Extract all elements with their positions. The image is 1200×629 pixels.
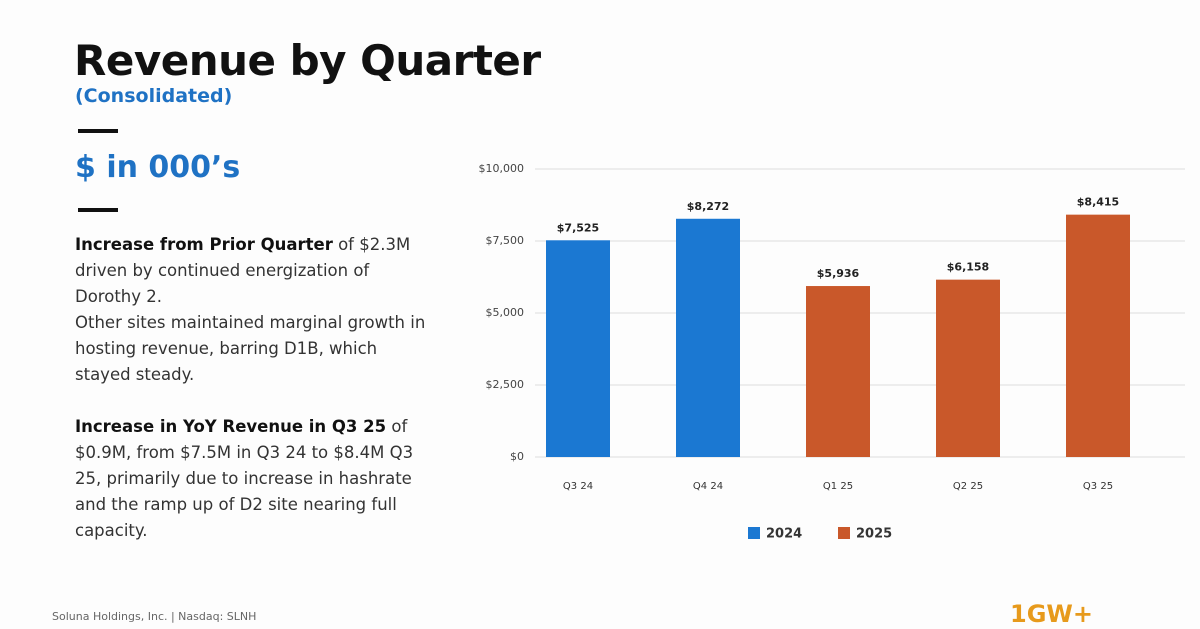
x-tick-label: Q4 24 bbox=[693, 481, 723, 492]
x-tick-label: Q3 25 bbox=[1083, 481, 1113, 492]
paragraph-text: of $2.3M driven by continued energizatio… bbox=[75, 235, 411, 306]
value-label: $6,158 bbox=[947, 261, 989, 274]
paragraph-text: Other sites maintained marginal growth i… bbox=[75, 313, 426, 384]
bar bbox=[676, 218, 740, 457]
body-text: Increase from Prior Quarter of $2.3M dri… bbox=[75, 232, 430, 570]
subtitle: (Consolidated) bbox=[75, 85, 233, 107]
paragraph-bold: Increase from Prior Quarter bbox=[75, 235, 333, 254]
legend-label: 2024 bbox=[766, 527, 802, 542]
y-tick-label: $2,500 bbox=[486, 378, 525, 391]
y-tick-label: $10,000 bbox=[479, 162, 525, 175]
paragraph: Other sites maintained marginal growth i… bbox=[75, 310, 430, 388]
paragraph: Increase from Prior Quarter of $2.3M dri… bbox=[75, 232, 430, 310]
paragraph-bold: Increase in YoY Revenue in Q3 25 bbox=[75, 417, 387, 436]
y-tick-label: $0 bbox=[510, 450, 524, 463]
logo: 1GW+ bbox=[1010, 600, 1093, 628]
x-tick-label: Q3 24 bbox=[563, 481, 593, 492]
legend-swatch bbox=[838, 527, 850, 539]
y-tick-label: $5,000 bbox=[486, 306, 525, 319]
unit-label: $ in 000’s bbox=[75, 150, 241, 185]
paragraph: Increase in YoY Revenue in Q3 25 of $0.9… bbox=[75, 414, 430, 544]
y-tick-label: $7,500 bbox=[486, 234, 525, 247]
value-label: $7,525 bbox=[557, 221, 599, 234]
value-label: $8,272 bbox=[687, 200, 729, 213]
bar bbox=[1066, 214, 1130, 457]
value-label: $5,936 bbox=[817, 267, 860, 280]
paragraph-text: of $0.9M, from $7.5M in Q3 24 to $8.4M Q… bbox=[75, 417, 414, 540]
bar bbox=[806, 286, 870, 457]
value-label: $8,415 bbox=[1077, 196, 1119, 209]
bar bbox=[546, 240, 610, 457]
bar bbox=[936, 279, 1000, 457]
legend-swatch bbox=[748, 527, 760, 539]
divider bbox=[78, 129, 118, 133]
title: Revenue by Quarter bbox=[74, 36, 541, 85]
legend-label: 2025 bbox=[856, 527, 892, 542]
x-tick-label: Q2 25 bbox=[953, 481, 983, 492]
divider bbox=[78, 208, 118, 212]
footer: Soluna Holdings, Inc. | Nasdaq: SLNH bbox=[52, 610, 257, 623]
x-tick-label: Q1 25 bbox=[823, 481, 853, 492]
